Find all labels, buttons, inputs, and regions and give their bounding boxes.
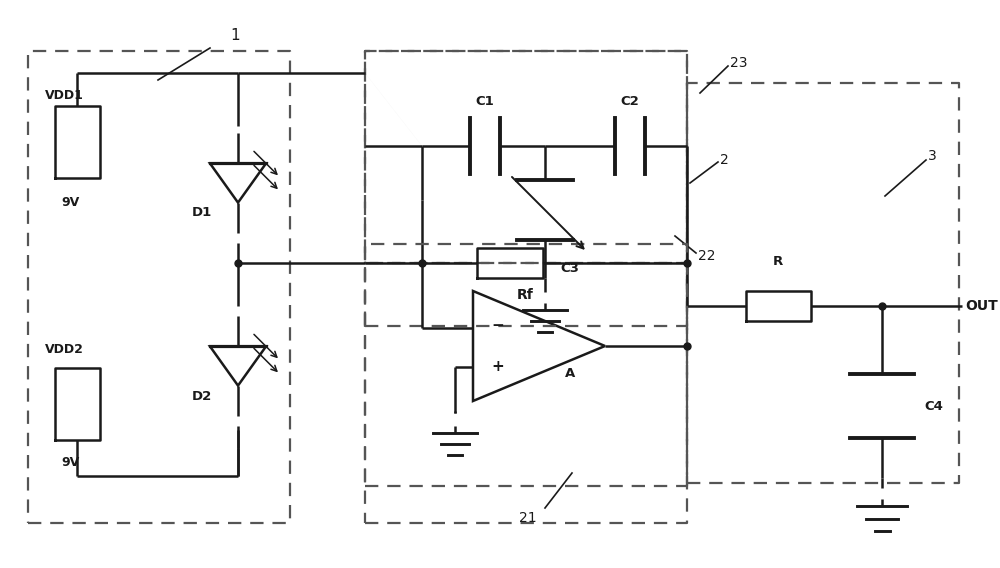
Text: C3: C3 <box>560 262 579 275</box>
Text: 22: 22 <box>698 249 716 263</box>
Text: 3: 3 <box>928 149 937 163</box>
Text: R: R <box>773 255 783 268</box>
Text: OUT: OUT <box>965 299 998 313</box>
Text: 9V: 9V <box>61 456 79 469</box>
Text: C1: C1 <box>476 95 494 108</box>
Text: VDD2: VDD2 <box>45 344 84 357</box>
Text: A: A <box>565 367 575 381</box>
Text: Rf: Rf <box>517 288 533 302</box>
Text: −: − <box>491 318 504 333</box>
Text: +: + <box>491 360 504 374</box>
Text: 23: 23 <box>730 56 748 70</box>
Text: C4: C4 <box>924 399 943 412</box>
Text: C2: C2 <box>621 95 639 108</box>
Text: D2: D2 <box>192 390 212 403</box>
Text: VDD1: VDD1 <box>45 90 84 102</box>
Text: D1: D1 <box>192 207 212 219</box>
Text: 1: 1 <box>230 28 240 43</box>
Text: 21: 21 <box>519 511 537 525</box>
Text: 2: 2 <box>720 153 729 167</box>
Text: 9V: 9V <box>61 196 79 209</box>
